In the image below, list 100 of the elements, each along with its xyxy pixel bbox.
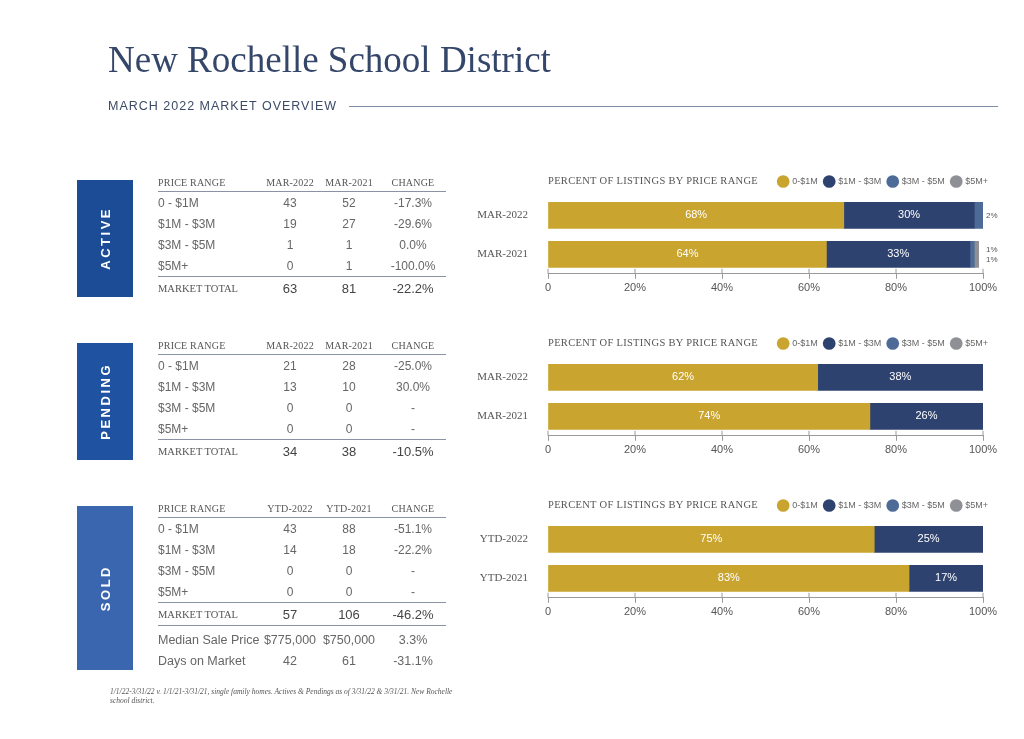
chart-title: PERCENT OF LISTINGS BY PRICE RANGE [548,498,759,512]
text: CHANGE [390,177,436,188]
data-label: 1 [344,258,354,273]
bar [973,202,983,229]
data-label: 75% [700,532,723,545]
data-label: 52 [341,195,357,210]
category-label: 0 - $1M [158,195,200,210]
bar [548,202,845,229]
legend-label: 0-$1M [792,175,818,186]
data-label: 25% [917,532,940,545]
data-label: $750,000 [321,632,377,647]
data-label: 28 [341,358,357,373]
data-label: 30.0% [395,379,431,394]
data-label: -25.0% [393,358,433,373]
category-label: MARKET TOTAL [158,608,239,620]
text: ACTIVE [97,207,113,270]
legend-label: $1M - $3M [838,499,882,510]
data-label: 1% [986,254,998,264]
data-label: - [410,421,416,436]
text: PRICE RANGE [158,340,227,351]
data-label: 0 [285,584,295,599]
category-label: $5M+ [158,584,190,599]
text: YTD-2022 [266,503,314,514]
category-label: $1M - $3M [158,542,217,557]
category-label: 0 - $1M [158,358,200,373]
data-label: 0 [344,421,354,436]
data-label: 30% [898,208,921,221]
category-label: 0 - $1M [158,521,200,536]
data-label: -10.5% [391,443,435,459]
text: MAR-2022 [265,340,315,351]
data-label: 14 [282,542,298,557]
x-tick-label: 20% [623,443,647,456]
data-label: 63 [281,280,299,296]
x-tick-label: 0 [544,443,552,456]
data-label: -29.6% [393,216,433,231]
text: MARCH 2022 MARKET OVERVIEW [108,99,338,113]
category-label: $3M - $5M [158,237,217,252]
data-label: 19 [282,216,298,231]
y-tick-label: YTD-2022 [479,532,528,545]
data-label: -31.1% [392,654,434,668]
x-tick-label: 40% [710,443,734,456]
chart-title: PERCENT OF LISTINGS BY PRICE RANGE [548,174,759,188]
category-label: $5M+ [158,421,190,436]
data-label: -17.3% [393,195,433,210]
data-label: 81 [340,280,358,296]
data-label: 0.0% [398,237,428,252]
data-label: -51.1% [393,521,433,536]
data-label: 42 [282,654,298,668]
bar [826,241,971,268]
x-tick-label: 40% [710,281,734,294]
data-label: 74% [698,409,721,422]
y-tick-label: YTD-2021 [479,571,528,584]
legend-label: $5M+ [965,175,988,186]
category-label: $1M - $3M [158,216,217,231]
x-tick-label: 60% [797,281,821,294]
bar [869,403,983,430]
data-label: 61 [341,654,357,668]
data-label: 68% [685,208,708,221]
category-label: $3M - $5M [158,563,217,578]
data-label: 0 [285,400,295,415]
data-label: 27 [341,216,357,231]
data-label: 13 [282,379,298,394]
x-tick-label: 100% [968,605,998,618]
x-tick-label: 80% [884,443,908,456]
category-label: $5M+ [158,258,190,273]
x-tick-label: 40% [710,605,734,618]
category-label: MARKET TOTAL [158,445,239,457]
data-label: 0 [285,258,295,273]
bar [908,565,983,592]
data-label: 34 [281,443,299,459]
data-label: - [410,584,416,599]
data-label: 0 [344,400,354,415]
legend-label: $5M+ [965,337,988,348]
x-tick-label: 60% [797,605,821,618]
x-tick-label: 20% [623,605,647,618]
data-label: -46.2% [391,606,435,622]
data-label: -100.0% [389,258,437,273]
text: YTD-2021 [325,503,373,514]
legend-label: $1M - $3M [838,175,882,186]
data-label: 64% [676,247,699,260]
data-label: 21 [282,358,298,373]
data-label: 1 [285,237,295,252]
data-label: 0 [344,563,354,578]
bar [548,526,875,553]
text: PRICE RANGE [158,503,227,514]
category-label: MARKET TOTAL [158,282,239,294]
data-label: 57 [281,606,299,622]
data-label: 43 [282,195,298,210]
text: CHANGE [390,340,436,351]
data-label: - [410,400,416,415]
x-tick-label: 80% [884,605,908,618]
data-label: 33% [887,247,910,260]
text: CHANGE [390,503,436,514]
data-label: 17% [935,571,958,584]
text: MAR-2022 [265,177,315,188]
bar [548,565,910,592]
legend-label: 0-$1M [792,337,818,348]
bar [969,241,975,268]
legend-label: $1M - $3M [838,337,882,348]
legend-label: 0-$1M [792,499,818,510]
